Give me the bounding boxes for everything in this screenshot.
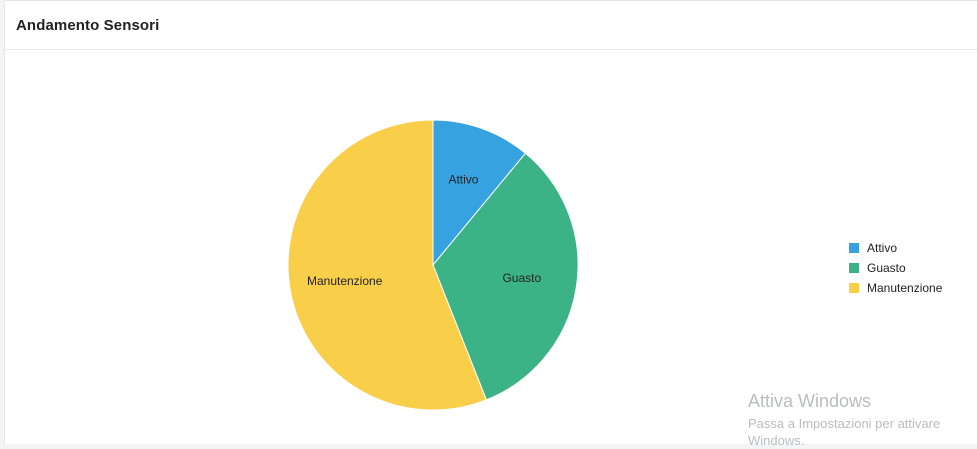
watermark-title: Attiva Windows (748, 391, 872, 411)
legend-label: Manutenzione (867, 281, 943, 295)
card-title: Andamento Sensori (16, 17, 160, 34)
chart-legend: Attivo Guasto Manutenzione (849, 238, 942, 298)
pie-slice-manutenzione[interactable] (287, 119, 488, 411)
pie-slice-attivo[interactable] (432, 119, 527, 267)
card-header: Andamento Sensori (5, 1, 977, 50)
legend-swatch (849, 283, 859, 293)
legend-swatch (849, 243, 859, 253)
legend-item-guasto[interactable]: Guasto (849, 258, 942, 278)
pie-label-manutenzione: Manutenzione (307, 274, 383, 288)
legend-item-manutenzione[interactable]: Manutenzione (849, 278, 942, 298)
legend-label: Guasto (867, 261, 906, 275)
windows-activation-watermark: Attiva Windows Passa a Impostazioni per … (748, 390, 977, 449)
pie-label-attivo: Attivo (448, 173, 478, 187)
legend-swatch (849, 263, 859, 273)
pie-label-guasto: Guasto (502, 271, 541, 285)
pie-slice-guasto[interactable] (432, 152, 579, 401)
legend-label: Attivo (867, 241, 898, 255)
legend-item-attivo[interactable]: Attivo (849, 238, 942, 258)
